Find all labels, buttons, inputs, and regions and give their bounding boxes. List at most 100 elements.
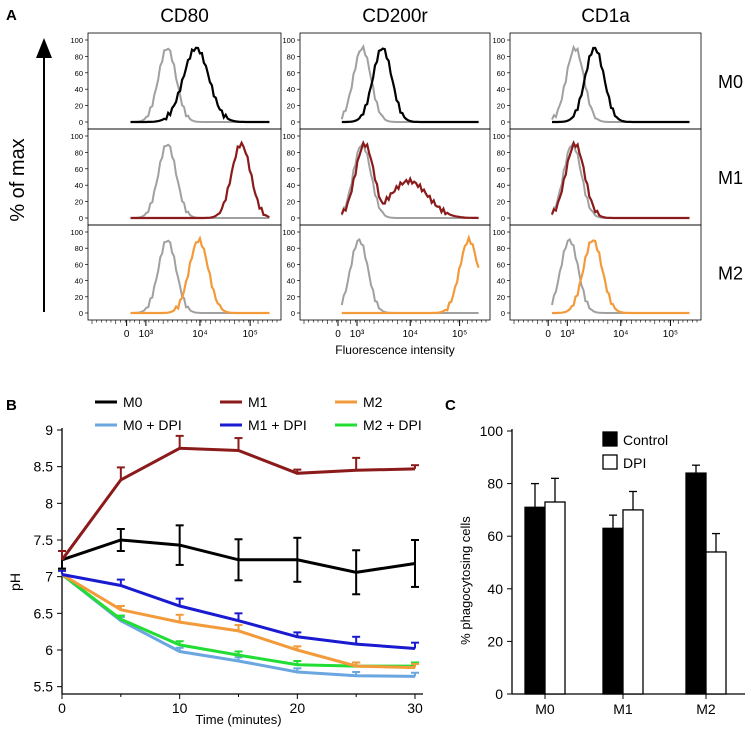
phago-bar-dpi-m1: [622, 509, 644, 695]
hist-cd1a-m2-frame: [509, 224, 702, 321]
phago-bar-control-m0: [524, 506, 546, 695]
hist-cd80-m2-ytick-label: 20: [75, 293, 83, 302]
hist-cd80-m1-ytick-label: 80: [75, 148, 83, 157]
x-tick-label-10: 10³: [139, 329, 154, 340]
hist-cd200r-m0-ytick-label: 60: [287, 69, 295, 78]
hist-cd200r-m2-ytick-label: 80: [287, 244, 295, 253]
row-label-m1: M1: [718, 168, 743, 188]
hist-cd80-m1-ytick-label: 60: [75, 165, 83, 174]
hist-cd200r-m2-frame: [299, 224, 491, 321]
hist-cd1a-m1-isotype-curve: [551, 139, 690, 219]
hist-cd200r-m0-isotype-curve: [340, 44, 479, 123]
column-title-cd200r: CD200r: [362, 6, 428, 27]
hist-cd200r-m1-ytick-label: 60: [287, 165, 295, 174]
hist-cd200r-m0-ytick-label: 20: [287, 102, 295, 111]
hist-cd200r-m0-stain-curve: [341, 47, 479, 124]
hist-cd1a-m1-frame: [509, 128, 702, 226]
hist-cd1a-m2-isotype-curve: [551, 237, 690, 314]
row-label-m0: M0: [718, 72, 743, 92]
hist-cd1a-m0-ytick-label: 20: [497, 102, 505, 111]
hist-cd200r-m1-ytick-label: 20: [287, 198, 295, 207]
hist-cd1a-m2-ytick-label: 60: [497, 260, 505, 269]
phago-bar-dpi-m0: [544, 501, 566, 695]
hist-cd80-m2-ytick-label: 80: [75, 244, 83, 253]
x-tick-label-10: 10⁵: [242, 329, 257, 340]
ph-ytick-label: 6.5: [34, 605, 54, 621]
y-axis-arrow-head: [36, 38, 52, 58]
x-tick-label-10: 10⁴: [192, 329, 207, 340]
hist-cd1a-m1-ytick-label: 0: [501, 214, 505, 223]
hist-cd1a-m0-isotype-curve: [551, 44, 690, 123]
ph-legend-label-m0-dpi: M0 + DPI: [123, 417, 182, 433]
hist-cd80-m1-ytick-label: 20: [75, 198, 83, 207]
panel-letter-b: B: [6, 397, 17, 414]
panel-c: C 100 80 60 40 20 0 % phagocytosing cells M0 M1 M2…: [445, 397, 745, 717]
column-title-cd80: CD80: [160, 6, 209, 27]
panel-b: B 9 8.5 8 7.5 7 6.5 6 5.50 10 20 30 Time (minutes) pH…: [6, 394, 423, 727]
x-tick-label-10: 10⁵: [663, 329, 678, 340]
x-tick-label-10: 10⁴: [613, 329, 628, 340]
ph-xtick-label: 30: [407, 700, 423, 716]
x-tick-label-0: 0: [335, 329, 341, 340]
ph-ytick-label: 8: [45, 495, 53, 511]
phago-bar-dpi-m2: [705, 551, 727, 695]
x-tick-label-0: 0: [124, 329, 130, 340]
hist-cd80-m0-ytick-label: 40: [75, 85, 83, 94]
ph-xtick-label: 20: [290, 700, 306, 716]
phago-ytick-label: 60: [487, 528, 503, 544]
x-tick-label-10: 10³: [350, 329, 365, 340]
hist-cd80-m1-ytick-label: 100: [70, 132, 83, 141]
ph-series-m1-dpi-line: [61, 573, 416, 650]
hist-cd80-m0-ytick-label: 80: [75, 52, 83, 61]
phago-legend-label-dpi: DPI: [623, 455, 646, 471]
phago-ytick-label: 100: [480, 423, 504, 439]
panel-letter-a: A: [6, 7, 17, 24]
panel-letter-c: C: [445, 397, 456, 414]
hist-cd200r-m2-stain-curve: [341, 234, 480, 315]
hist-cd80-m2-isotype-curve: [130, 239, 270, 314]
ph-series-m0-line: [61, 538, 416, 574]
phago-legend-swatch-control: [602, 431, 618, 447]
hist-cd80-m1-ytick-label: 0: [79, 214, 83, 223]
x-tick-label-10: 10⁵: [452, 329, 467, 340]
hist-cd200r-m2-ytick-label: 0: [291, 309, 295, 318]
hist-cd1a-m0-ytick-label: 100: [492, 36, 505, 45]
ph-ytick-label: 5.5: [34, 679, 54, 695]
hist-cd1a-m1-ytick-label: 40: [497, 181, 505, 190]
hist-cd1a-m0-ytick-label: 60: [497, 69, 505, 78]
hist-cd200r-m0-ytick-label: 80: [287, 52, 295, 61]
hist-cd200r-m2-ytick-label: 20: [287, 293, 295, 302]
hist-cd80-m2-stain-curve: [130, 235, 270, 315]
hist-cd80-m1-ytick-label: 40: [75, 181, 83, 190]
phago-ytick-label: 20: [487, 633, 503, 649]
ph-xtick-label: 10: [172, 700, 188, 716]
hist-cd80-m0-frame: [87, 32, 282, 130]
phago-ytick-label: 40: [487, 581, 503, 597]
hist-cd80-m2-frame: [87, 224, 282, 321]
hist-cd80-m1-isotype-curve: [130, 143, 270, 219]
hist-cd1a-m1-stain-curve: [550, 140, 690, 220]
hist-cd200r-m1-ytick-label: 40: [287, 181, 295, 190]
hist-cd1a-m0-ytick-label: 0: [501, 118, 505, 127]
phago-xtick-label-m1: M1: [613, 701, 633, 717]
hist-cd1a-m2-ytick-label: 0: [501, 309, 505, 318]
hist-cd80-m1-stain-curve: [130, 140, 270, 220]
hist-cd80-m0-isotype-curve: [130, 47, 270, 123]
hist-cd1a-m2-stain-curve: [552, 239, 690, 315]
phago-xtick-label-m0: M0: [535, 701, 555, 717]
panel-a: A % of max CD80 CD200r CD1a M0 M1 M2 100 80 60 40 20…: [6, 6, 743, 357]
hist-cd80-m0-ytick-label: 60: [75, 69, 83, 78]
hist-cd80-m2-ytick-label: 40: [75, 277, 83, 286]
ph-xtick-label: 0: [58, 700, 66, 716]
row-label-m2: M2: [718, 264, 743, 284]
phago-xtick-label-m2: M2: [696, 701, 716, 717]
ph-ytick-label: 7: [45, 569, 53, 585]
x-tick-label-10: 10⁴: [402, 329, 417, 340]
hist-cd200r-m0-ytick-label: 100: [282, 36, 295, 45]
ph-ytick-label: 9: [45, 422, 53, 438]
hist-cd200r-m0-ytick-label: 0: [291, 118, 295, 127]
ph-legend-label-m1-dpi: M1 + DPI: [248, 417, 307, 433]
hist-cd1a-m2-ytick-label: 100: [492, 228, 505, 237]
ph-legend-label-m2-dpi: M2 + DPI: [363, 417, 422, 433]
